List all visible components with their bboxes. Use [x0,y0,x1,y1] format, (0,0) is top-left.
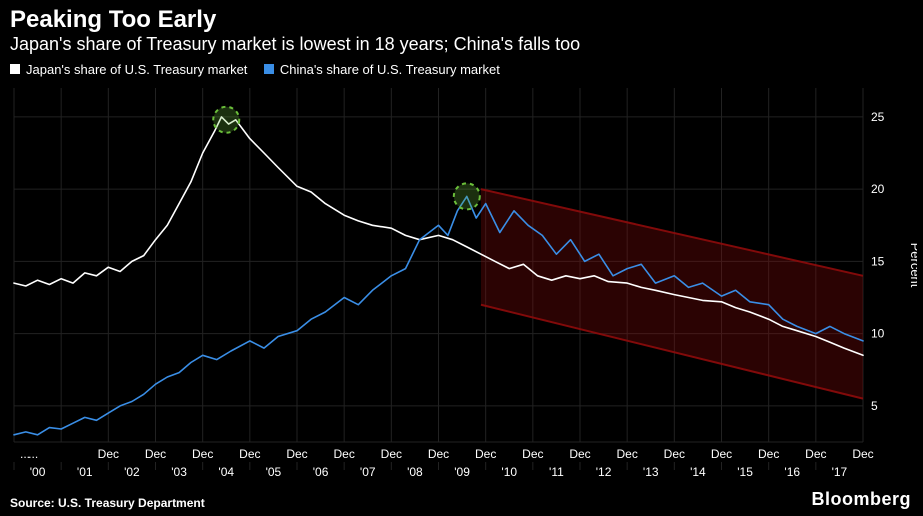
legend: Japan's share of U.S. Treasury market Ch… [0,57,923,81]
header: Peaking Too Early Japan's share of Treas… [0,0,923,57]
chart-svg: 5 10 15 20 25 Percent... Dec Dec Dec Dec Dec Dec Dec… [6,84,917,490]
legend-item-china: China's share of U.S. Treasury market [264,62,500,77]
legend-label-china: China's share of U.S. Treasury market [280,62,500,77]
x-month-label: Dec [569,447,590,461]
chart-frame: Peaking Too Early Japan's share of Treas… [0,0,923,516]
x-year-label: '06 [313,465,329,479]
x-year-label: '16 [784,465,800,479]
x-year-label: '02 [124,465,140,479]
legend-swatch-china [264,64,274,74]
x-year-label: '01 [77,465,93,479]
x-year-label: '07 [360,465,376,479]
y-tick-label: 5 [871,399,878,413]
brand-label: Bloomberg [811,489,911,510]
legend-swatch-japan [10,64,20,74]
x-year-label: '00 [30,465,46,479]
x-month-label: Dec [333,447,354,461]
china-peak-marker [454,183,480,209]
x-month-label: Dec [758,447,779,461]
y-tick-label: 20 [871,182,885,196]
chart-title: Peaking Too Early [10,6,913,34]
x-month-label: ... [20,447,30,461]
x-year-label: '03 [171,465,187,479]
y-tick-label: 10 [871,327,885,341]
x-month-label: Dec [145,447,166,461]
legend-label-japan: Japan's share of U.S. Treasury market [26,62,247,77]
x-year-label: '12 [596,465,612,479]
x-month-label: Dec [852,447,873,461]
x-month-label: Dec [522,447,543,461]
x-year-label: '10 [501,465,517,479]
x-month-label: Dec [286,447,307,461]
x-year-label: '08 [407,465,423,479]
x-month-label: Dec [711,447,732,461]
y-axis-label: Percent [908,243,917,288]
x-month-label: Dec [381,447,402,461]
x-month-label: Dec [239,447,260,461]
x-year-label: '04 [218,465,234,479]
x-year-label: '14 [690,465,706,479]
x-year-label: '09 [454,465,470,479]
x-year-label: '15 [737,465,753,479]
chart-area: 5 10 15 20 25 Percent... Dec Dec Dec Dec Dec Dec Dec… [6,84,917,490]
japan-peak-marker [213,107,239,133]
x-month-label: Dec [98,447,119,461]
x-month-label: Dec [616,447,637,461]
x-month-label: Dec [192,447,213,461]
y-tick-label: 25 [871,110,885,124]
legend-item-japan: Japan's share of U.S. Treasury market [10,62,247,77]
x-year-label: '11 [549,465,564,479]
x-month-label: Dec [664,447,685,461]
source-label: Source: U.S. Treasury Department [10,496,205,510]
x-month-label: Dec [428,447,449,461]
x-month-label: Dec [805,447,826,461]
x-month-label: Dec [475,447,496,461]
chart-subtitle: Japan's share of Treasury market is lowe… [10,34,913,56]
y-tick-label: 15 [871,254,885,268]
x-year-label: '13 [643,465,659,479]
x-year-label: '17 [832,465,848,479]
x-year-label: '05 [266,465,282,479]
